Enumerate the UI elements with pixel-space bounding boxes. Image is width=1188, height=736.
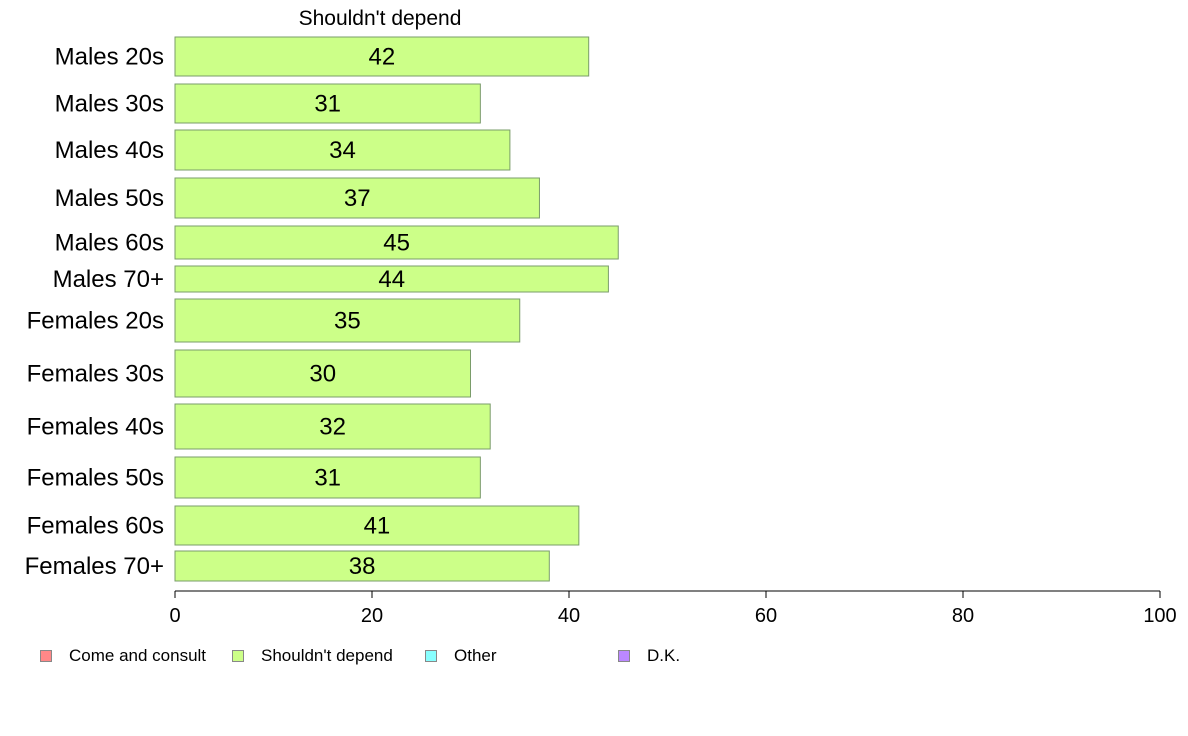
category-label: Females 40s xyxy=(27,414,164,441)
legend: Come and consult Shouldn't depend Other … xyxy=(40,645,760,667)
bar xyxy=(174,129,511,171)
category-label: Females 50s xyxy=(27,465,164,492)
category-label: Males 30s xyxy=(55,91,164,118)
category-label: Females 20s xyxy=(27,308,164,335)
data-label: 41 xyxy=(364,513,391,540)
bar xyxy=(174,456,481,499)
legend-swatch-dk xyxy=(618,650,630,662)
category-label: Males 60s xyxy=(55,230,164,257)
bar xyxy=(174,505,580,546)
data-label: 38 xyxy=(349,553,376,580)
x-axis: 0 20 40 60 80 100 xyxy=(169,590,1177,627)
x-tick-label: 20 xyxy=(361,605,383,627)
legend-label: Shouldn't depend xyxy=(261,646,393,665)
x-tick-label: 60 xyxy=(755,605,777,627)
category-label: Males 50s xyxy=(55,185,164,212)
bar xyxy=(174,83,481,124)
legend-swatch-come-and-consult xyxy=(40,650,52,662)
data-label: 44 xyxy=(378,266,405,293)
x-tick-label: 40 xyxy=(558,605,580,627)
data-label: 45 xyxy=(383,230,410,257)
category-label: Females 60s xyxy=(27,513,164,540)
chart-title: Shouldn't depend xyxy=(299,7,462,30)
legend-swatch-other xyxy=(425,650,437,662)
legend-item-come-and-consult: Come and consult xyxy=(40,645,206,667)
bar xyxy=(174,177,540,219)
bar xyxy=(174,550,550,582)
legend-label: D.K. xyxy=(647,646,681,665)
x-tick-label: 80 xyxy=(952,605,974,627)
data-label: 37 xyxy=(344,185,371,212)
data-label: 31 xyxy=(314,91,341,118)
bar xyxy=(174,403,491,450)
legend-label: Other xyxy=(454,646,497,665)
category-label: Males 40s xyxy=(55,137,164,164)
data-label: 30 xyxy=(309,361,336,388)
data-label: 35 xyxy=(334,308,361,335)
category-label: Females 70+ xyxy=(25,553,164,580)
x-tick-label: 0 xyxy=(169,605,180,627)
bars-layer: Males 20s 42 Males 30s 31 Males 40s 34 Males 5… xyxy=(25,36,619,582)
legend-item-dk: D.K. xyxy=(618,645,680,667)
data-label: 32 xyxy=(319,414,346,441)
bar xyxy=(174,349,471,398)
bar xyxy=(174,36,590,77)
bar xyxy=(174,298,521,343)
category-label: Males 20s xyxy=(55,44,164,71)
bar xyxy=(174,225,619,260)
category-label: Females 30s xyxy=(27,361,164,388)
data-label: 34 xyxy=(329,137,356,164)
data-label: 31 xyxy=(314,465,341,492)
x-tick-label: 100 xyxy=(1143,605,1176,627)
legend-label: Come and consult xyxy=(69,646,207,665)
legend-swatch-shouldnt-depend xyxy=(232,650,244,662)
data-label: 42 xyxy=(368,44,395,71)
category-label: Males 70+ xyxy=(53,266,164,293)
legend-item-other: Other xyxy=(425,645,497,667)
bar xyxy=(174,265,609,293)
legend-item-shouldnt-depend: Shouldn't depend xyxy=(232,645,393,667)
